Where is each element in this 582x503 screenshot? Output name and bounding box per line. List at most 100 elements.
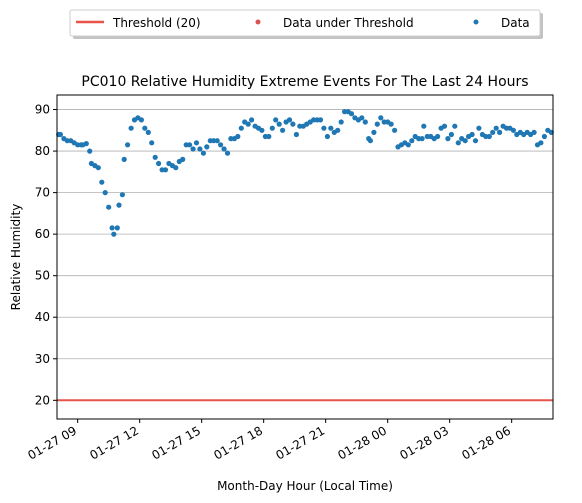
data-point: [490, 129, 496, 135]
data-point: [462, 138, 468, 144]
data-point: [173, 165, 179, 171]
data-point: [493, 125, 499, 131]
data-point: [497, 129, 503, 135]
data-point: [510, 127, 516, 133]
data-point: [273, 117, 279, 123]
data-point: [421, 123, 427, 129]
data-point: [445, 136, 451, 142]
data-point: [367, 138, 373, 144]
data-point: [111, 231, 117, 237]
data-point: [57, 131, 64, 138]
data-point: [119, 192, 125, 198]
data-point: [218, 142, 224, 148]
data-point: [266, 133, 272, 140]
data-point: [125, 142, 131, 148]
data-point: [392, 127, 398, 133]
data-point: [142, 125, 148, 131]
data-point: [276, 121, 282, 127]
x-axis-label: Month-Day Hour (Local Time): [217, 479, 393, 493]
data-point: [435, 133, 441, 140]
data-point: [128, 125, 134, 131]
data-point: [224, 150, 231, 156]
x-tick-label: 01-28 06: [459, 423, 513, 462]
data-point: [531, 129, 537, 135]
data-point: [109, 225, 115, 231]
data-point: [99, 179, 105, 185]
data-point: [214, 138, 220, 144]
y-tick-label: 20: [35, 393, 50, 407]
y-tick-label: 40: [35, 310, 50, 324]
x-tick-label: 01-28 00: [335, 423, 389, 462]
data-point: [269, 125, 275, 131]
y-axis-label: Relative Humidity: [9, 204, 23, 311]
data-point: [335, 127, 341, 133]
x-tick-label: 01-27 12: [87, 423, 141, 462]
data-point: [476, 125, 482, 131]
data-point: [200, 150, 206, 156]
data-point: [221, 146, 227, 152]
data-point: [486, 133, 492, 140]
x-tick-label: 01-27 09: [25, 423, 79, 462]
data-point: [149, 140, 155, 146]
data-point: [162, 167, 169, 173]
y-gridlines: [57, 109, 553, 401]
x-axis-ticks: 01-27 09 01-27 12 01-27 15 01-27 18 01-27 21…: [25, 419, 513, 463]
data-point: [152, 154, 158, 160]
data-point: [378, 115, 384, 121]
data-point: [106, 204, 112, 210]
data-point: [293, 131, 299, 138]
legend-under-threshold-swatch: [255, 19, 261, 25]
data-point: [359, 115, 365, 121]
data-point: [87, 148, 93, 154]
legend-threshold-label: Threshold (20): [112, 16, 201, 30]
data-point: [321, 125, 327, 131]
y-tick-label: 80: [35, 144, 50, 158]
data-point: [145, 129, 151, 135]
data-point: [102, 190, 108, 196]
data-point: [259, 127, 265, 133]
data-point: [187, 142, 193, 148]
chart-title: PC010 Relative Humidity Extreme Events F…: [81, 74, 528, 90]
data-point: [193, 140, 200, 146]
data-point: [204, 144, 210, 150]
data-point: [317, 117, 324, 123]
data-point: [405, 142, 411, 148]
data-point: [238, 125, 244, 131]
data-point: [374, 121, 380, 127]
data-point: [455, 140, 461, 146]
data-points: [56, 109, 554, 237]
x-tick-label: 01-28 03: [397, 423, 451, 462]
data-point: [338, 119, 344, 125]
y-tick-label: 30: [35, 352, 50, 366]
data-point: [441, 123, 448, 129]
data-point: [388, 121, 394, 127]
data-point: [541, 133, 548, 140]
data-point: [469, 131, 475, 138]
data-point: [328, 125, 334, 131]
data-point: [249, 117, 255, 123]
data-point: [448, 131, 454, 138]
data-point: [95, 165, 101, 171]
data-point: [114, 225, 120, 231]
data-point: [452, 123, 458, 129]
data-point: [472, 138, 479, 144]
y-tick-label: 70: [35, 186, 50, 200]
x-tick-label: 01-27 18: [211, 423, 265, 462]
legend-data-label: Data: [501, 16, 530, 30]
data-point: [371, 129, 377, 135]
data-point: [190, 146, 196, 152]
data-point: [121, 156, 127, 162]
legend-under-threshold-label: Data under Threshold: [283, 16, 414, 30]
x-tick-label: 01-27 21: [273, 423, 327, 462]
data-point: [362, 119, 368, 125]
data-point: [138, 117, 144, 123]
data-point: [116, 202, 122, 208]
data-point: [409, 138, 415, 144]
y-axis-ticks: 20 30 40 50 60 70 80 90: [35, 103, 57, 407]
data-point: [180, 156, 186, 162]
data-point: [235, 133, 241, 140]
legend-data-swatch: [473, 19, 479, 25]
data-point: [419, 136, 425, 142]
data-point: [156, 160, 162, 167]
